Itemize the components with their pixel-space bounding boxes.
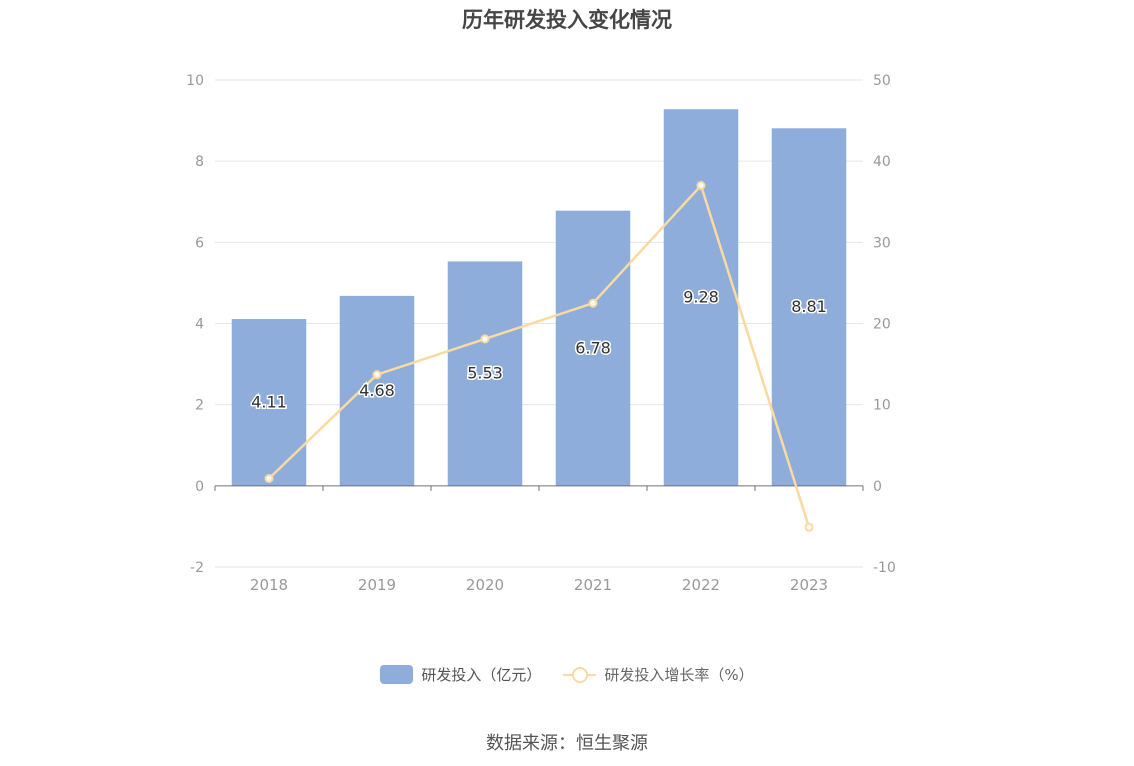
- bar-value-label-2019: 4.68: [359, 381, 395, 400]
- grid-layer: [215, 79, 863, 568]
- bar-2021: [555, 210, 631, 486]
- bar-2019: [339, 295, 415, 486]
- growth-point-2018: [264, 474, 274, 484]
- chart-title: 历年研发投入变化情况: [462, 8, 672, 32]
- bar-2023: [771, 128, 847, 486]
- source-note: 数据来源：恒生聚源: [486, 733, 648, 754]
- bar-value-label-2023: 8.81: [791, 297, 827, 316]
- growth-point-2019: [372, 370, 382, 380]
- bar-value-label-2020: 5.53: [467, 364, 503, 383]
- growth-point-2023: [804, 522, 814, 532]
- legend-bar-swatch: [380, 665, 414, 684]
- bar-2018: [231, 319, 307, 486]
- y-right-tick-label: 10: [873, 398, 891, 414]
- bar-value-label-2018: 4.11: [251, 392, 287, 411]
- y-left-tick-label: 6: [195, 235, 204, 251]
- x-tick-label-2019: 2019: [358, 576, 396, 594]
- x-tick-label-2023: 2023: [790, 576, 828, 594]
- legend-item-line[interactable]: 研发投入增长率（%）: [563, 664, 754, 685]
- legend-item-bar[interactable]: 研发投入（亿元）: [380, 664, 541, 685]
- growth-line: [268, 183, 811, 528]
- line-layer: [264, 181, 814, 532]
- y-left-tick-label: 4: [195, 317, 204, 333]
- y-right-tick-label: 50: [873, 73, 891, 89]
- bar-2020: [447, 261, 523, 486]
- label-layer: 4.11 4.68 5.53 6.78 9.28 8.81: [250, 286, 829, 413]
- legend: 研发投入（亿元） 研发投入增长率（%）: [0, 664, 1134, 685]
- legend-bar-label: 研发投入（亿元）: [421, 666, 542, 684]
- y-left-tick-label: 0: [195, 479, 204, 495]
- x-tick-label-2018: 2018: [250, 576, 288, 594]
- y-right-tick-label: 20: [873, 317, 891, 333]
- x-tick-label-2022: 2022: [682, 576, 720, 594]
- y-right-tick-label: -10: [873, 560, 896, 576]
- y-left-tick-label: 2: [195, 398, 204, 414]
- axis-layer: -2 0 2 4 6 8 10 -10 0 10 20 30 40 50 2018 2019 2020 2021 2…: [186, 73, 896, 594]
- bar-2022: [663, 109, 739, 486]
- bar-value-label-2022: 9.28: [683, 288, 719, 307]
- growth-point-2021: [588, 298, 598, 308]
- x-tick-label-2020: 2020: [466, 576, 504, 594]
- y-left-tick-label: 10: [186, 73, 204, 89]
- legend-line-label: 研发投入增长率（%）: [604, 666, 754, 684]
- y-left-tick-label: -2: [190, 560, 204, 576]
- y-right-tick-label: 40: [873, 154, 891, 170]
- bar-layer: [231, 109, 847, 486]
- growth-point-2022: [696, 181, 706, 191]
- x-tick-label-2021: 2021: [574, 576, 612, 594]
- y-right-tick-label: 30: [873, 235, 891, 251]
- y-left-tick-label: 8: [195, 154, 204, 170]
- y-right-tick-label: 0: [873, 479, 882, 495]
- legend-line-swatch: [563, 665, 597, 684]
- chart-plot: -2 0 2 4 6 8 10 -10 0 10 20 30 40 50 2018 2019 2020 2021 2…: [186, 73, 896, 594]
- growth-point-2020: [480, 334, 490, 344]
- bar-value-label-2021: 6.78: [575, 338, 611, 357]
